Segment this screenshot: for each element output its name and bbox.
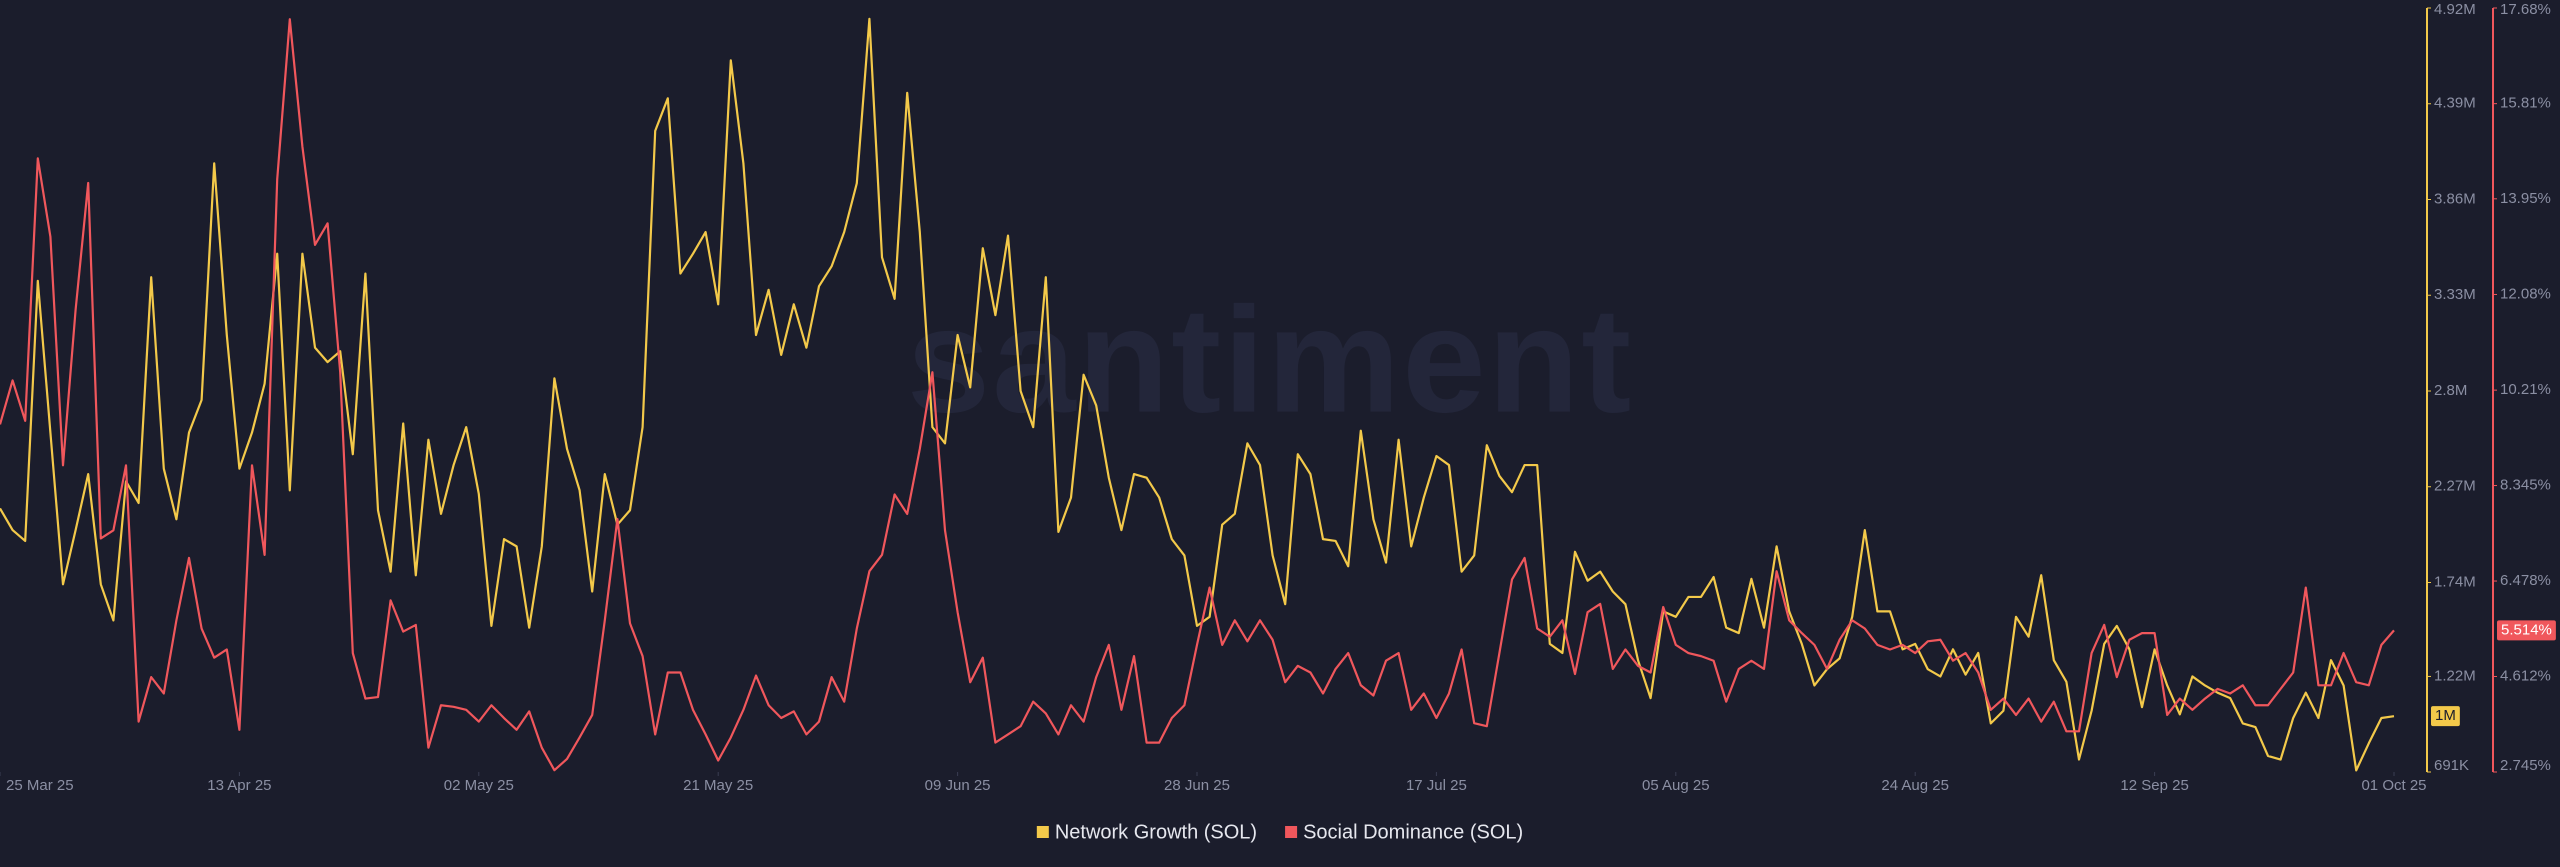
y-tick-label: 15.81% xyxy=(2500,95,2551,112)
y-tick-label: 2.8M xyxy=(2434,382,2467,399)
y-tick-label: 1.74M xyxy=(2434,573,2476,590)
current-value-marker: 5.514% xyxy=(2497,620,2556,641)
y-tick-label: 691K xyxy=(2434,757,2469,774)
x-tick-label: 05 Aug 25 xyxy=(1642,777,1710,794)
x-tick-label: 24 Aug 25 xyxy=(1881,777,1949,794)
current-value-label: 5.514% xyxy=(2501,621,2552,638)
x-tick-label: 21 May 25 xyxy=(683,777,753,794)
y-tick-label: 4.612% xyxy=(2500,667,2551,684)
y-tick-label: 17.68% xyxy=(2500,1,2551,18)
x-tick-label: 17 Jul 25 xyxy=(1406,777,1467,794)
y-tick-label: 12.08% xyxy=(2500,285,2551,302)
x-tick-label: 09 Jun 25 xyxy=(925,777,991,794)
legend: Network Growth (SOL) Social Dominance (SO… xyxy=(1036,821,1523,843)
y-tick-label: 6.478% xyxy=(2500,572,2551,589)
current-value-box xyxy=(2497,620,2556,641)
legend-item[interactable]: Social Dominance (SOL) xyxy=(1285,821,1523,843)
x-tick-label: 02 May 25 xyxy=(444,777,514,794)
x-tick-label: 12 Sep 25 xyxy=(2120,777,2188,794)
current-value-box xyxy=(2431,706,2460,727)
y-tick-label: 2.745% xyxy=(2500,757,2551,774)
current-value-marker: 1M xyxy=(2431,706,2460,727)
x-tick-label: 13 Apr 25 xyxy=(207,777,271,794)
y-tick-label: 4.92M xyxy=(2434,1,2476,18)
x-tick-label: 28 Jun 25 xyxy=(1164,777,1230,794)
current-value-label: 1M xyxy=(2435,707,2456,724)
legend-label: Social Dominance (SOL) xyxy=(1303,821,1523,843)
y-tick-label: 2.27M xyxy=(2434,478,2476,495)
legend-swatch xyxy=(1036,826,1049,838)
legend-label: Network Growth (SOL) xyxy=(1055,821,1257,843)
y-tick-label: 13.95% xyxy=(2500,190,2551,207)
series-line xyxy=(0,17,2395,772)
x-tick-label: 01 Oct 25 xyxy=(2361,777,2426,794)
y-tick-label: 3.86M xyxy=(2434,190,2476,207)
x-tick-label: 25 Mar 25 xyxy=(6,777,74,794)
legend-item[interactable]: Network Growth (SOL) xyxy=(1036,821,1257,843)
y-tick-label: 4.39M xyxy=(2434,95,2476,112)
watermark: santiment xyxy=(907,276,1633,444)
y-tick-label: 1.22M xyxy=(2434,667,2476,684)
y-tick-label: 10.21% xyxy=(2500,381,2551,398)
series-line xyxy=(0,18,2395,772)
y-tick-label: 8.345% xyxy=(2500,477,2551,494)
legend-swatch xyxy=(1285,826,1298,838)
y-tick-label: 3.33M xyxy=(2434,286,2476,303)
